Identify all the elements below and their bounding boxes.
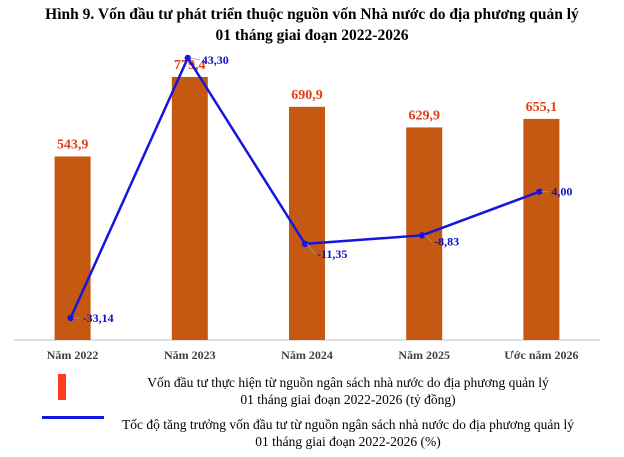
bar-0 bbox=[54, 156, 91, 340]
bar-1 bbox=[171, 76, 208, 340]
legend-line-text-line-2: 01 tháng giai đoạn 2022-2026 (%) bbox=[255, 434, 441, 449]
legend-bar-text: Vốn đầu tư thực hiện từ nguồn ngân sách … bbox=[98, 374, 598, 408]
bar-label-0: 543,9 bbox=[57, 137, 89, 152]
line-point-2 bbox=[301, 240, 309, 248]
legend-line-text-line-1: Tốc độ tăng trưởng vốn đầu tư từ nguồn n… bbox=[121, 417, 575, 432]
legend-bar-swatch bbox=[58, 374, 66, 400]
x-tick-label-3: Năm 2025 bbox=[398, 348, 450, 362]
bar-4 bbox=[523, 118, 560, 340]
line-point-0 bbox=[67, 314, 74, 322]
line-label-2: -11,35 bbox=[317, 247, 347, 261]
chart-title-line-2: 01 tháng giai đoạn 2022-2026 bbox=[215, 27, 409, 44]
x-tick-label-2: Năm 2024 bbox=[281, 348, 333, 362]
line-label-4: 4,00 bbox=[551, 185, 572, 199]
line-point-3 bbox=[419, 232, 426, 239]
bar-2 bbox=[289, 106, 325, 340]
x-tick-label-1: Năm 2023 bbox=[164, 348, 216, 362]
bar-label-2: 690,9 bbox=[291, 88, 323, 103]
line-point-4 bbox=[536, 188, 543, 195]
legend-line-text: Tốc độ tăng trưởng vốn đầu tư từ nguồn n… bbox=[98, 416, 598, 450]
legend-line-swatch bbox=[42, 416, 104, 419]
chart-title: Hình 9. Vốn đầu tư phát triển thuộc nguồ… bbox=[0, 4, 624, 46]
bar-label-3: 629,9 bbox=[408, 108, 440, 123]
line-leader-3 bbox=[423, 234, 433, 242]
bar-label-4: 655,1 bbox=[526, 100, 558, 115]
line-label-3: -8,83 bbox=[434, 234, 459, 248]
line-point-1 bbox=[184, 54, 191, 62]
x-tick-label-0: Năm 2022 bbox=[47, 348, 99, 362]
chart-title-line-1: Hình 9. Vốn đầu tư phát triển thuộc nguồ… bbox=[45, 6, 579, 23]
line-label-1: 43,30 bbox=[202, 53, 229, 67]
line-leader-2 bbox=[306, 243, 316, 255]
legend-bar-text-line-2: 01 tháng giai đoạn 2022-2026 (tỷ đồng) bbox=[240, 392, 456, 407]
x-tick-label-4: Ước năm 2026 bbox=[504, 348, 578, 362]
line-label-0: -33,14 bbox=[83, 311, 114, 325]
line-leader-1 bbox=[189, 57, 200, 61]
legend-bar-text-line-1: Vốn đầu tư thực hiện từ nguồn ngân sách … bbox=[147, 375, 549, 390]
